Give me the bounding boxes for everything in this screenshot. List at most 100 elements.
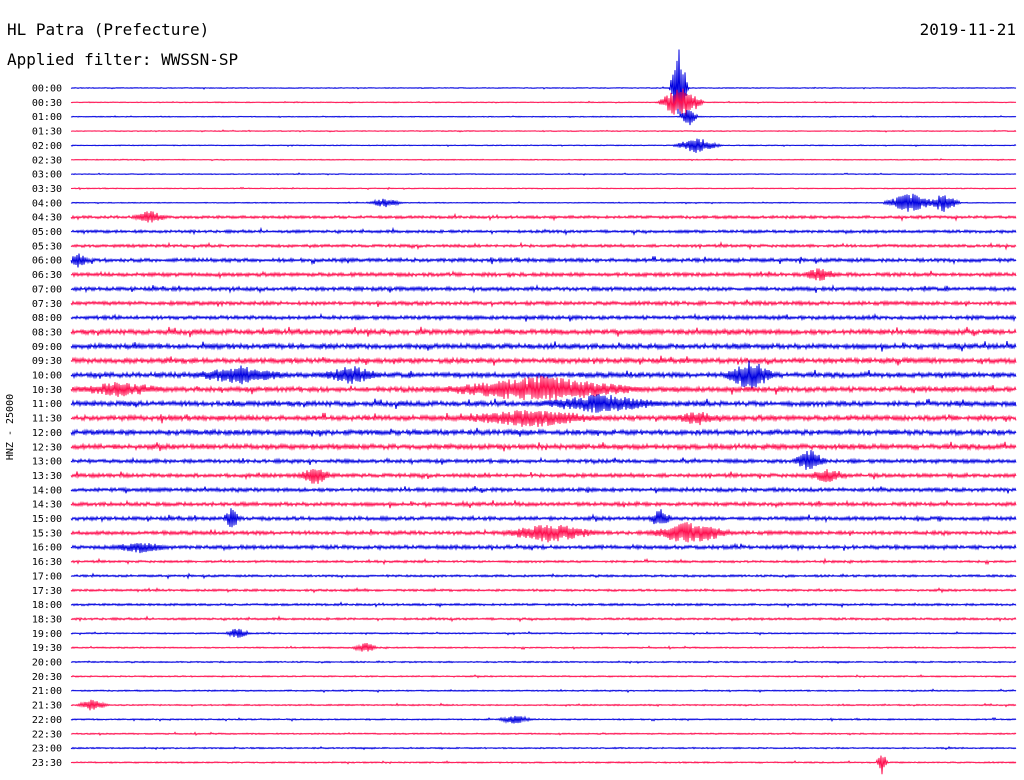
- time-tick-label: 13:30: [32, 471, 62, 482]
- trace-line: [70, 485, 1017, 494]
- time-tick-label: 02:30: [32, 155, 62, 166]
- trace-line: [70, 659, 1017, 665]
- trace-line: [70, 450, 1017, 470]
- time-tick-label: 01:00: [32, 112, 62, 123]
- trace-line: [70, 699, 1017, 711]
- trace-line: [70, 410, 1017, 428]
- time-tick-label: 15:30: [32, 528, 62, 539]
- trace-line: [70, 587, 1017, 594]
- time-tick-label: 19:00: [32, 629, 62, 640]
- station-title: HL Patra (Prefecture): [7, 20, 210, 39]
- time-tick-label: 12:00: [32, 428, 62, 439]
- time-tick-label: 21:00: [32, 686, 62, 697]
- trace-line: [70, 186, 1017, 191]
- trace-line: [70, 601, 1017, 609]
- trace-line: [70, 572, 1017, 580]
- trace-line: [70, 643, 1017, 652]
- trace-line: [70, 615, 1017, 623]
- time-tick-label: 02:00: [32, 141, 62, 152]
- channel-axis-label: HNZ - 25000: [2, 382, 20, 472]
- time-tick-label: 10:00: [32, 371, 62, 382]
- time-tick-label: 05:30: [32, 241, 62, 252]
- trace-line: [70, 341, 1017, 352]
- trace-line: [70, 253, 1017, 268]
- trace-line: [70, 172, 1017, 176]
- filter-label: Applied filter: WWSSN-SP: [7, 50, 239, 69]
- time-tick-label: 17:30: [32, 586, 62, 597]
- trace-line: [70, 268, 1017, 281]
- trace-line: [70, 441, 1017, 452]
- time-tick-label: 22:30: [32, 729, 62, 740]
- time-tick-label: 00:00: [32, 84, 62, 95]
- time-tick-label: 18:30: [32, 614, 62, 625]
- trace-line: [70, 715, 1017, 724]
- trace-line: [70, 360, 1017, 390]
- trace-line: [70, 284, 1017, 294]
- time-tick-label: 07:30: [32, 299, 62, 310]
- time-tick-label: 09:30: [32, 356, 62, 367]
- time-tick-label: 00:30: [32, 98, 62, 109]
- time-tick-label: 12:30: [32, 442, 62, 453]
- time-tick-label: 09:00: [32, 342, 62, 353]
- time-tick-label: 11:00: [32, 399, 62, 410]
- time-tick-label: 01:30: [32, 127, 62, 138]
- time-tick-label: 03:30: [32, 184, 62, 195]
- trace-line: [70, 745, 1017, 751]
- time-tick-label: 21:30: [32, 701, 62, 712]
- trace-lines: [70, 49, 1017, 775]
- trace-line: [70, 394, 1017, 413]
- trace-line: [70, 211, 1017, 223]
- trace-line: [70, 129, 1017, 133]
- time-tick-label: 06:30: [32, 270, 62, 281]
- trace-line: [70, 109, 1017, 126]
- time-tick-label: 10:30: [32, 385, 62, 396]
- time-tick-label: 04:00: [32, 198, 62, 209]
- trace-line: [70, 375, 1017, 401]
- time-tick-label: 04:30: [32, 213, 62, 224]
- time-tick-label: 16:00: [32, 543, 62, 554]
- time-tick-label: 20:30: [32, 672, 62, 683]
- trace-line: [70, 755, 1017, 775]
- trace-line: [70, 88, 1017, 116]
- trace-line: [70, 557, 1017, 566]
- trace-line: [70, 674, 1017, 679]
- trace-line: [70, 628, 1017, 638]
- y-axis-title: HNZ - 25000: [5, 393, 16, 461]
- time-tick-label: 14:00: [32, 485, 62, 496]
- trace-line: [70, 158, 1017, 162]
- trace-line: [70, 499, 1017, 509]
- time-tick-label: 22:00: [32, 715, 62, 726]
- time-tick-label: 23:00: [32, 744, 62, 755]
- trace-line: [70, 427, 1017, 437]
- trace-line: [70, 542, 1017, 554]
- time-tick-label: 16:30: [32, 557, 62, 568]
- time-tick-label: 20:00: [32, 658, 62, 669]
- time-tick-label: 11:30: [32, 414, 62, 425]
- time-tick-label: 03:00: [32, 170, 62, 181]
- trace-line: [70, 522, 1017, 543]
- time-tick-label: 05:00: [32, 227, 62, 238]
- time-tick-label: 17:00: [32, 571, 62, 582]
- time-tick-label: 08:00: [32, 313, 62, 324]
- trace-line: [70, 688, 1017, 694]
- trace-line: [70, 193, 1017, 212]
- trace-line: [70, 312, 1017, 322]
- trace-line: [70, 468, 1017, 484]
- trace-line: [70, 508, 1017, 528]
- trace-line: [70, 226, 1017, 236]
- trace-line: [70, 299, 1017, 308]
- time-tick-label: 14:30: [32, 500, 62, 511]
- trace-line: [70, 731, 1017, 737]
- time-tick-label: 15:00: [32, 514, 62, 525]
- trace-line: [70, 138, 1017, 153]
- time-tick-labels: 00:00 00:30 01:00 01:30 02:00 02:30 03:00 03:30…: [32, 84, 62, 769]
- time-tick-label: 07:00: [32, 284, 62, 295]
- time-tick-label: 06:00: [32, 256, 62, 267]
- time-tick-label: 23:30: [32, 758, 62, 769]
- time-tick-label: 08:30: [32, 327, 62, 338]
- time-tick-label: 18:00: [32, 600, 62, 611]
- trace-line: [70, 355, 1017, 366]
- trace-line: [70, 240, 1017, 251]
- record-date: 2019-11-21: [919, 20, 1016, 39]
- trace-line: [70, 326, 1017, 338]
